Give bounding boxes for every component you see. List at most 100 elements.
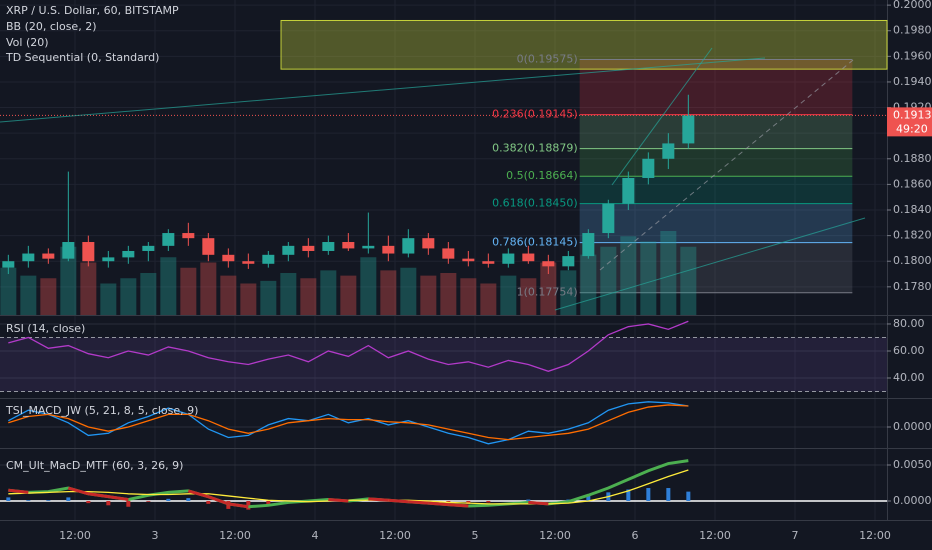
candle-body (602, 203, 615, 234)
histogram-bar (626, 489, 631, 501)
volume-bar (60, 246, 77, 315)
indicator-label: Vol (20) (6, 36, 49, 49)
candle-body (482, 261, 495, 264)
falling-segment (67, 486, 89, 496)
fib-label: 0.382(0.18879) (492, 142, 578, 155)
falling-segment (408, 500, 429, 505)
chart-title: XRP / U.S. Dollar, 60, BITSTAMP (6, 4, 179, 17)
trend-line (0, 57, 766, 123)
x-tick-label: 12:00 (219, 529, 251, 542)
volume-bar (440, 273, 457, 315)
fib-label: 0(0.19575) (517, 53, 578, 66)
candle-body (22, 253, 35, 262)
candle-body (402, 238, 415, 254)
histogram-bar (166, 498, 171, 501)
candle-body (82, 242, 95, 262)
candle-body (2, 261, 15, 268)
trend-line (599, 59, 854, 271)
volume-bar (480, 283, 497, 315)
candle-body (522, 253, 535, 262)
volume-bar (180, 267, 197, 315)
candle-body (462, 258, 475, 262)
falling-segment (328, 498, 349, 503)
candle-body (182, 233, 195, 239)
trend-line (554, 217, 866, 311)
x-tick-label: 3 (152, 529, 159, 542)
candle-body (142, 245, 155, 251)
falling-segment (528, 500, 549, 506)
volume-bar (140, 273, 157, 315)
volume-bar (100, 283, 117, 315)
fib-band (579, 148, 853, 177)
falling-segment (428, 501, 449, 507)
indicator-label: TD Sequential (0, Standard) (5, 51, 159, 64)
fib-label: 0.236(0.19145) (492, 108, 578, 121)
histogram-bar (126, 500, 131, 507)
volume-bar (320, 270, 337, 315)
volume-bar (200, 262, 217, 315)
volume-bar (500, 275, 517, 315)
indicator-line (8, 401, 689, 445)
volume-bar (420, 275, 437, 315)
histogram-bar (666, 488, 671, 501)
candle-body (242, 261, 255, 264)
x-tick-label: 12:00 (539, 529, 571, 542)
fib-label: 0.5(0.18664) (506, 169, 578, 182)
candle-body (42, 253, 55, 259)
volume-bar (160, 257, 177, 315)
histogram-bar (586, 495, 591, 501)
x-tick-label: 12:00 (859, 529, 891, 542)
candle-body (502, 253, 515, 264)
falling-segment (448, 503, 469, 508)
last-price-label: 0.19139 (893, 108, 932, 121)
candle-body (222, 254, 235, 262)
candle-body (422, 238, 435, 249)
candle-body (382, 245, 395, 254)
x-tick-label: 7 (792, 529, 799, 542)
volume-bar (0, 267, 17, 315)
candle-body (542, 261, 555, 267)
volume-bar (340, 275, 357, 315)
volume-bar (540, 262, 557, 315)
volume-bar (520, 278, 537, 315)
fib-label: 0.786(0.18145) (492, 236, 578, 249)
histogram-bar (206, 500, 211, 504)
histogram-bar (46, 500, 51, 501)
fib-band (579, 176, 853, 204)
y-tick-label: 0.20000 (893, 0, 932, 11)
candle-body (342, 242, 355, 249)
candle-body (562, 256, 575, 267)
pane-title: CM_Ult_MacD_MTF (60, 3, 26, 9) (6, 459, 183, 472)
x-tick-label: 5 (472, 529, 479, 542)
indicator-line (8, 404, 689, 441)
falling-segment (108, 495, 129, 502)
volume-bar (600, 246, 617, 315)
volume-bar (460, 278, 477, 315)
histogram-bar (6, 497, 11, 501)
volume-bar (580, 254, 597, 315)
candle-body (262, 254, 275, 264)
candle-body (62, 242, 75, 259)
histogram-bar (146, 500, 151, 502)
fib-label: 0.618(0.18450) (492, 197, 578, 210)
candle-body (682, 115, 695, 144)
x-tick-label: 12:00 (699, 529, 731, 542)
histogram-bar (66, 497, 71, 501)
histogram-bar (486, 500, 491, 503)
falling-segment (388, 498, 409, 504)
volume-bar (360, 257, 377, 315)
text-layer: XRP / U.S. Dollar, 60, BITSTAMP BB (20, … (5, 0, 932, 542)
histogram-bar (526, 499, 531, 501)
histogram-bar (686, 491, 691, 501)
candle-body (622, 177, 635, 204)
falling-segment (187, 489, 209, 499)
falling-segment (8, 488, 29, 494)
candle-body (102, 257, 115, 262)
candle-body (662, 143, 675, 159)
